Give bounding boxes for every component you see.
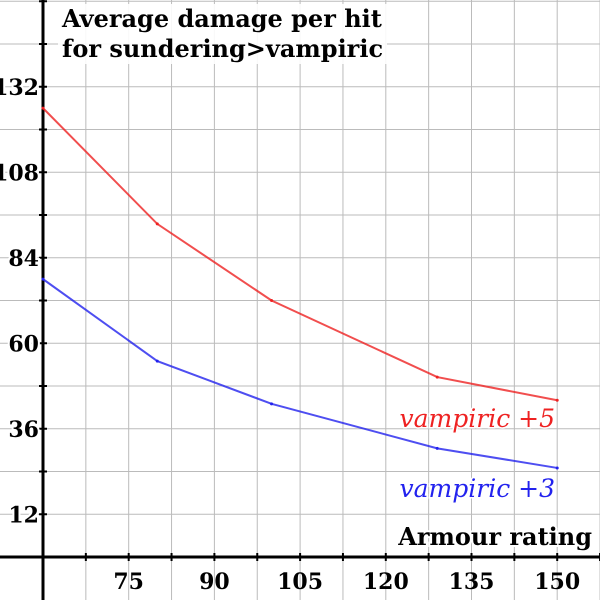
data-point [155, 359, 159, 363]
data-point [41, 277, 45, 281]
x-tick-label: 120 [363, 569, 409, 595]
data-point [155, 222, 159, 226]
y-tick-label: 12 [8, 502, 39, 528]
x-tick-label: 135 [449, 569, 495, 595]
y-tick-label: 132 [0, 75, 39, 101]
title-line-2: for sundering>vampiric [62, 34, 384, 63]
y-tick-label: 60 [8, 331, 39, 357]
title-line-1: Average damage per hit [62, 4, 382, 33]
data-point [435, 375, 439, 379]
x-tick-label: 105 [277, 569, 323, 595]
data-point [41, 106, 45, 110]
x-axis-label: Armour rating [397, 522, 592, 551]
y-tick-label: 84 [8, 246, 39, 272]
chart-title: Average damage per hit for sundering>vam… [58, 4, 388, 64]
data-point [270, 402, 274, 406]
data-point [555, 398, 559, 402]
data-point [435, 446, 439, 450]
x-tick-label: 90 [199, 569, 230, 595]
data-point [555, 466, 559, 470]
y-tick-label: 36 [8, 417, 39, 443]
y-tick-label: 108 [0, 160, 39, 186]
x-tick-label: 150 [534, 569, 580, 595]
series-label-vampiric-5: vampiric +5 [400, 404, 555, 433]
data-point [270, 299, 274, 302]
x-tick-label: 75 [113, 569, 144, 595]
series-label-vampiric-3: vampiric +3 [400, 474, 555, 503]
